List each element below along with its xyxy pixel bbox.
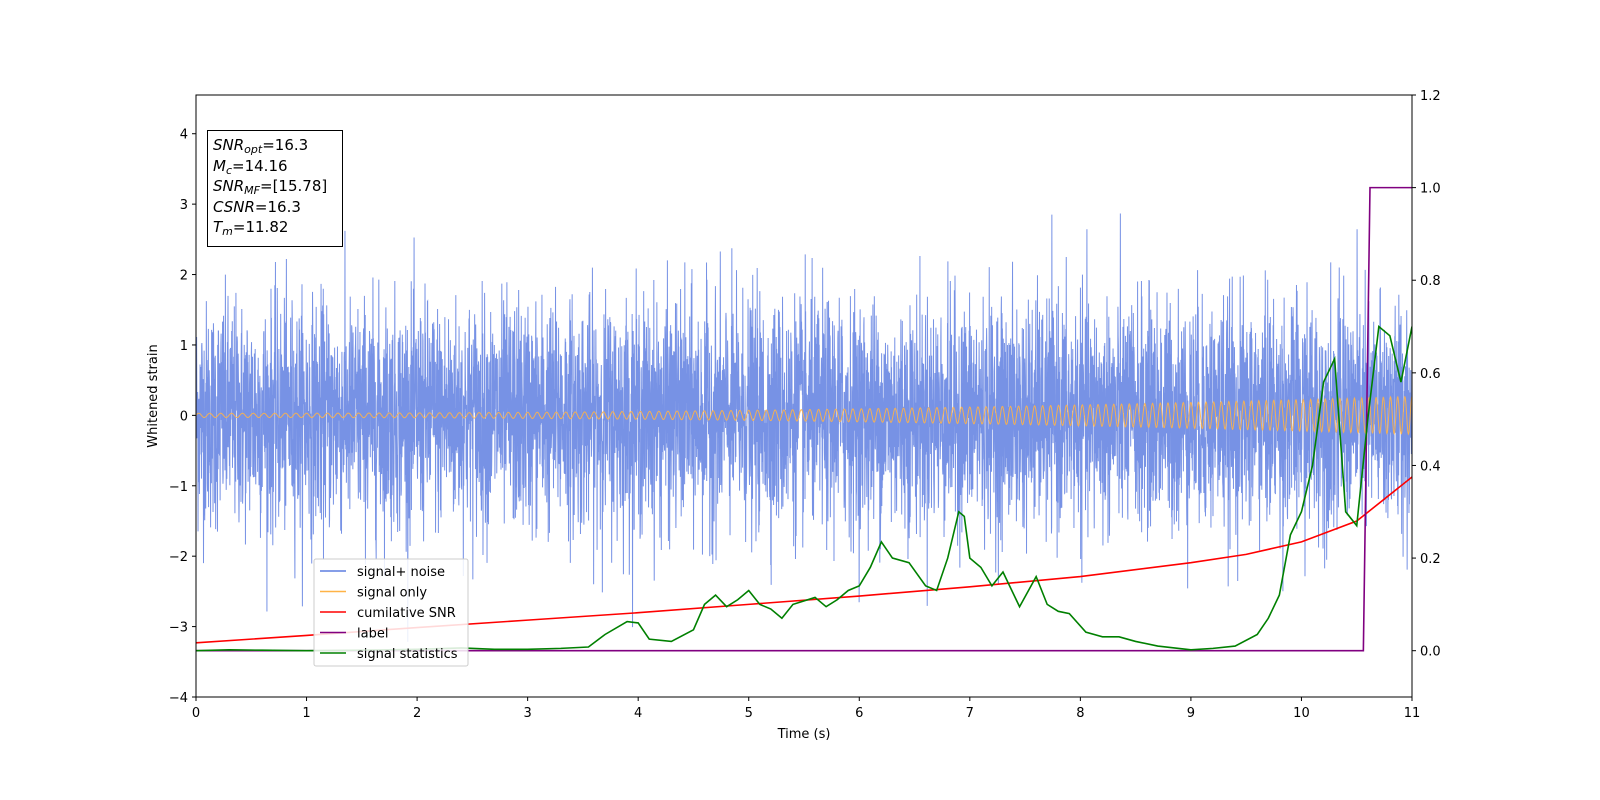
label-line — [196, 186, 1412, 652]
legend-frame — [313, 558, 469, 667]
x-tick-label: 5 — [745, 706, 753, 721]
legend: signal+ noise signal only cumilative SNR la… — [313, 558, 469, 667]
csnr-value: =16.3 — [254, 197, 301, 216]
snr-opt-line: SNRopt=16.3 — [213, 135, 342, 156]
legend-label: signal only — [357, 586, 427, 601]
y-right-tick-label: 0.6 — [1420, 367, 1441, 382]
plot-frame — [195, 94, 1413, 698]
tm-label: T — [213, 218, 223, 236]
tm-subscript: m — [222, 225, 233, 238]
signal-only-line — [196, 395, 1412, 436]
signal-statistics-line — [196, 324, 1412, 652]
y-right-tick-label: 0.0 — [1420, 645, 1441, 660]
y-left-tick-label: 4 — [180, 128, 188, 143]
csnr-label: CSNR — [213, 197, 255, 216]
x-tick-label: 8 — [1076, 706, 1084, 721]
snr-opt-value: =16.3 — [262, 136, 309, 154]
snr-mf-subscript: MF — [244, 184, 260, 197]
x-tick-label: 3 — [523, 706, 531, 721]
snr-mf-value: =[15.78] — [260, 177, 328, 195]
y-right-tick-label: 1.2 — [1420, 89, 1441, 104]
y-left-tick-label: −4 — [169, 691, 188, 706]
tm-line: Tm=11.82 — [213, 217, 342, 238]
y-left-tick-label: 2 — [180, 269, 188, 284]
legend-label: cumilative SNR — [357, 606, 456, 621]
snr-opt-label: SNR — [213, 136, 245, 154]
mc-line: Mc=14.16 — [213, 156, 342, 177]
x-tick-label: 0 — [192, 706, 200, 721]
mc-subscript: c — [225, 163, 233, 177]
signal-noise-line — [196, 213, 1412, 642]
y-left-tick-label: −1 — [169, 480, 188, 495]
x-tick-label: 11 — [1404, 706, 1421, 721]
x-tick-label: 4 — [634, 706, 642, 721]
x-tick-label: 7 — [966, 706, 974, 721]
tm-value: =11.82 — [232, 218, 289, 236]
snr-opt-subscript: opt — [244, 143, 263, 156]
legend-label: signal+ noise — [357, 565, 445, 580]
x-tick-label: 10 — [1293, 706, 1310, 721]
y-left-tick-label: 1 — [180, 339, 188, 354]
y-axis-title: Whitened strain — [146, 344, 161, 447]
x-axis-title: Time (s) — [777, 727, 831, 742]
y-left-tick-label: 0 — [180, 409, 188, 424]
y-right-tick-label: 0.8 — [1420, 274, 1441, 289]
info-box: SNRopt=16.3 Mc=14.16 SNRMF=[15.78] CSNR=… — [207, 130, 343, 247]
y-right-tick-label: 1.0 — [1420, 182, 1441, 197]
y-right-tick-label: 0.4 — [1420, 459, 1441, 474]
x-tick-label: 1 — [302, 706, 310, 721]
mc-label: M — [213, 156, 226, 175]
ticks-layer: 0 1 2 3 4 5 6 7 8 9 10 11 −4 −3 −2 −1 0 1 2 3 4 0.0 0.2 0.4 0.6 0… — [169, 89, 1441, 721]
legend-label: label — [357, 627, 388, 642]
legend-label: signal statistics — [357, 647, 458, 662]
mc-value: =14.16 — [232, 156, 288, 175]
snr-mf-label: SNR — [213, 177, 245, 195]
y-right-tick-label: 0.2 — [1420, 552, 1441, 567]
y-left-tick-label: −3 — [169, 621, 188, 636]
x-tick-label: 6 — [855, 706, 863, 721]
x-tick-label: 9 — [1187, 706, 1195, 721]
csnr-line: CSNR=16.3 — [213, 197, 342, 218]
x-tick-label: 2 — [413, 706, 421, 721]
y-left-tick-label: 3 — [180, 198, 188, 213]
y-left-tick-label: −2 — [169, 550, 188, 565]
snr-mf-line: SNRMF=[15.78] — [213, 176, 342, 197]
